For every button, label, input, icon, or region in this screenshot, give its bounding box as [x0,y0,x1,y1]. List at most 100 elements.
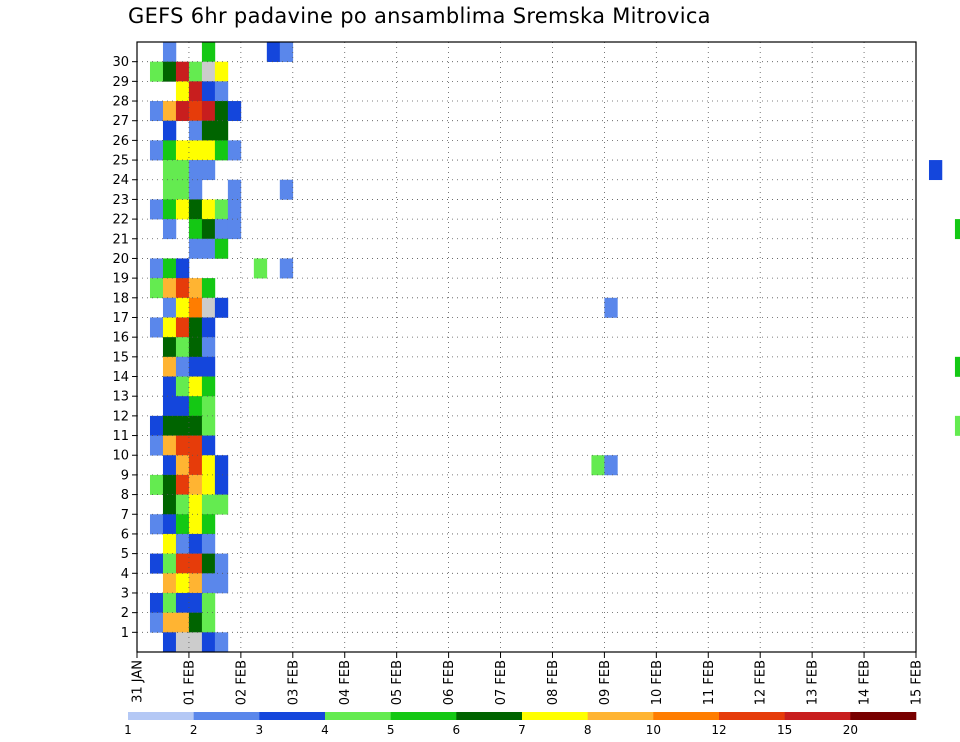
heatmap-cell [214,101,229,122]
heatmap-cell [188,278,203,299]
heatmap-cell [149,612,164,633]
y-tick-label: 8 [121,488,129,503]
heatmap-cell [162,514,177,535]
legend-color-swatch [259,712,326,720]
heatmap-cell [188,356,203,377]
y-tick-label: 24 [112,173,129,188]
heatmap-cell [175,474,190,495]
legend-color-swatch [719,712,785,720]
heatmap-cell [954,219,960,240]
heatmap-cell [214,81,229,102]
heatmap-cell [201,455,216,476]
legend-label: 1 [124,723,132,737]
y-tick-label: 26 [112,134,129,149]
heatmap-cell [162,179,177,200]
heatmap-cell [175,199,190,220]
heatmap-cell [175,415,190,436]
heatmap-cell [162,592,177,613]
heatmap-cell [188,297,203,318]
heatmap-cell [188,376,203,397]
y-tick-label: 23 [112,193,129,208]
y-tick-label: 30 [112,55,129,70]
heatmap-cell [175,179,190,200]
heatmap-cell [214,553,229,574]
heatmap-cell [201,337,216,358]
heatmap-cell [162,573,177,594]
heatmap-cell [188,494,203,515]
x-tick-label: 01 FEB [182,660,197,705]
y-tick-label: 25 [112,154,129,169]
heatmap-cell [175,160,190,181]
heatmap-cell [162,455,177,476]
heatmap-cell [162,356,177,377]
heatmap-cell [175,632,190,653]
legend-label: 5 [387,723,395,737]
legend-label: 4 [321,723,329,737]
heatmap-cell [162,297,177,318]
x-tick-label: 03 FEB [286,660,301,705]
heatmap-cell [149,258,164,279]
heatmap-cell [188,120,203,141]
y-tick-label: 2 [121,606,129,621]
x-tick-label: 07 FEB [494,660,509,705]
heatmap-cell [162,199,177,220]
heatmap-cell [201,120,216,141]
heatmap-cell [162,474,177,495]
heatmap-cell [162,61,177,82]
heatmap-cell [149,474,164,495]
heatmap-cell [201,140,216,161]
y-tick-label: 12 [112,409,129,424]
y-tick-label: 13 [112,390,129,405]
y-tick-label: 15 [112,350,129,365]
heatmap-cell [954,415,960,436]
heatmap-cell [162,317,177,338]
heatmap-cell [279,179,294,200]
heatmap-cell [214,455,229,476]
heatmap-cell [175,258,190,279]
heatmap-cell [162,415,177,436]
x-tick-label: 10 FEB [650,660,665,705]
y-tick-label: 1 [121,626,129,641]
x-tick-label: 15 FEB [910,660,925,705]
heatmap-cell [227,219,242,240]
heatmap-cell [188,140,203,161]
heatmap-cell [214,573,229,594]
heatmap-cell [201,297,216,318]
heatmap-cell [928,160,943,181]
heatmap-cell [188,238,203,259]
heatmap-cell [201,317,216,338]
heatmap-cell [266,42,281,62]
heatmap-cell [162,494,177,515]
heatmap-cell [175,317,190,338]
heatmap-cell [162,632,177,653]
heatmap-cell [201,632,216,653]
heatmap-cell [162,160,177,181]
y-tick-label: 18 [112,291,129,306]
heatmap-cell [149,61,164,82]
legend-color-swatch [522,712,588,720]
x-tick-label: 11 FEB [702,660,717,705]
heatmap-cell [175,337,190,358]
heatmap-cell [201,160,216,181]
legend-color-swatch [850,712,917,720]
heatmap-cell [162,533,177,554]
heatmap-cell [214,474,229,495]
heatmap-cell [175,494,190,515]
x-tick-label: 12 FEB [754,660,769,705]
plot-frame [136,41,917,653]
heatmap-cell [201,356,216,377]
heatmap-cell [175,573,190,594]
heatmap-cell [188,474,203,495]
heatmap-cell [175,278,190,299]
heatmap-cell [162,612,177,633]
heatmap-cell [201,612,216,633]
y-tick-label: 9 [121,468,129,483]
heatmap-cell [201,494,216,515]
heatmap-cell [175,101,190,122]
heatmap-cell [201,238,216,259]
heatmap-cell [149,592,164,613]
y-tick-label: 17 [112,311,129,326]
heatmap-cell [149,278,164,299]
heatmap-cell [188,415,203,436]
